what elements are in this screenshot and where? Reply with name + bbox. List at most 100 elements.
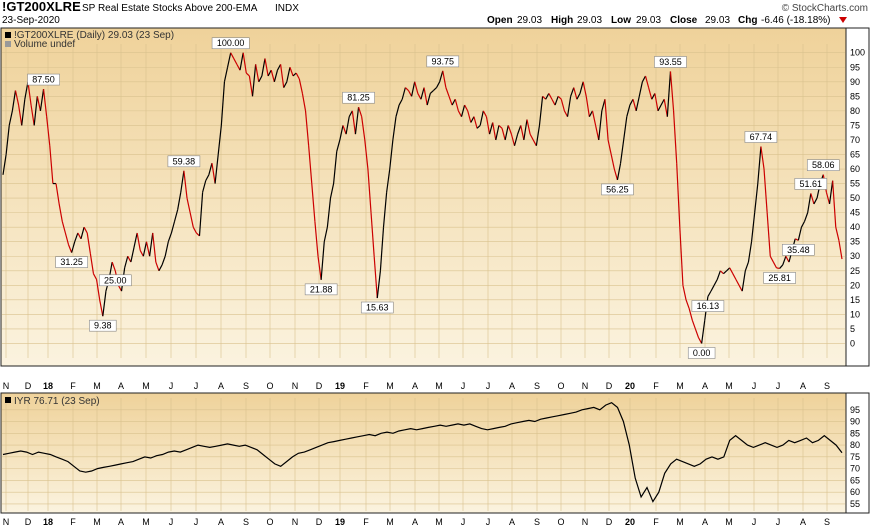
series-segment [529, 133, 534, 141]
series-segment [551, 98, 556, 106]
x-tick-label: J [776, 517, 781, 527]
main-x-axis: N D 18 F M A M J J A S O N D 19 F M A M J J A S O N D 20 F M A M J J A S [3, 381, 830, 391]
x-tick-label: J [486, 517, 491, 527]
series-segment [226, 52, 232, 68]
series-segment [526, 119, 531, 135]
series-segment [641, 75, 647, 83]
series-segment [598, 110, 603, 141]
series-segment [164, 241, 169, 257]
series-segment [629, 98, 634, 106]
x-tick-label: O [557, 517, 564, 527]
series-segment [741, 270, 746, 292]
chg-value: -6.46 (-18.18%) [761, 15, 830, 26]
series-segment [361, 116, 366, 141]
annotation-label: 87.50 [32, 75, 55, 85]
series-segment [445, 87, 450, 97]
annotation-box [654, 56, 687, 68]
main-x-axis-strip [1, 378, 846, 393]
series-segment [766, 212, 771, 257]
series-segment [707, 290, 712, 297]
series-segment [220, 81, 226, 126]
series-segment [36, 96, 42, 111]
series-segment [626, 104, 631, 117]
series-segment [694, 328, 700, 338]
series-segment [130, 247, 135, 263]
series-segment [211, 163, 216, 184]
series-segment [713, 279, 718, 286]
x-tick-label: J [194, 381, 199, 391]
series-segment [439, 70, 444, 82]
series-segment [757, 146, 762, 184]
series-segment [382, 192, 388, 228]
series-segment [217, 125, 222, 155]
series-segment [429, 90, 434, 94]
series-segment [495, 125, 500, 141]
y-tick-label: 90 [850, 77, 860, 87]
series-segment [479, 110, 484, 126]
series-segment [145, 241, 151, 257]
y-tick-label: 90 [850, 417, 860, 427]
series-segment [747, 241, 753, 263]
series-segment [566, 96, 572, 117]
series-segment [295, 72, 300, 80]
x-tick-label: 19 [335, 517, 345, 527]
series-segment [292, 72, 297, 77]
series-segment [507, 125, 512, 135]
annotation-box [27, 73, 60, 86]
series-segment [648, 87, 653, 100]
series-segment [267, 69, 272, 77]
annotation-box [98, 274, 132, 287]
series-segment [838, 240, 843, 260]
annotation-label: 9.38 [94, 321, 112, 331]
series-segment [342, 125, 347, 135]
series-segment [701, 320, 706, 344]
series-segment [800, 221, 806, 228]
series-segment [14, 90, 20, 106]
series-segment [80, 227, 85, 239]
annotation-label: 31.25 [60, 257, 83, 267]
iyr-gridlines [2, 398, 845, 511]
series-segment [669, 71, 675, 111]
series-segment [298, 78, 304, 94]
x-tick-label: 20 [625, 517, 635, 527]
series-segment [585, 96, 590, 117]
x-tick-label: N [292, 517, 299, 527]
series-segment [276, 64, 282, 71]
x-tick-label: A [118, 381, 124, 391]
x-tick-label: D [606, 517, 613, 527]
main-y-axis: 0 5 10 15 20 25 30 35 40 45 50 55 60 65 70 75 80 85 90 95 10… [850, 48, 865, 349]
series-segment [467, 110, 472, 123]
annotation-box [360, 301, 394, 314]
y-tick-label: 35 [850, 237, 860, 247]
annotation-box [342, 91, 375, 104]
series-segment [835, 227, 840, 241]
series-segment [354, 107, 360, 135]
x-tick-label: A [218, 517, 224, 527]
series-segment [501, 128, 506, 141]
iyr-legend-swatch [5, 397, 11, 403]
series-segment [30, 104, 35, 126]
series-segment [11, 90, 17, 111]
series-segment [71, 241, 76, 253]
series-segment [248, 75, 254, 97]
series-segment [666, 71, 672, 117]
series-segment [691, 320, 696, 330]
series-segment [754, 183, 759, 213]
series-segment [492, 122, 497, 141]
series-segment [729, 267, 734, 274]
series-segment [735, 279, 740, 286]
annotation-box [794, 178, 828, 190]
x-tick-label: F [70, 381, 76, 391]
annotation-label: 67.74 [750, 132, 773, 142]
series-segment [42, 88, 48, 117]
series-segment [255, 64, 260, 82]
series-segment [436, 81, 441, 88]
series-segment [485, 116, 491, 135]
series-segment [345, 116, 350, 135]
series-segment [591, 110, 597, 126]
annotation-label: 81.25 [347, 93, 370, 103]
series-segment [192, 226, 197, 234]
series-segment [379, 227, 385, 271]
x-tick-label: S [243, 517, 249, 527]
series-segment [532, 139, 537, 147]
